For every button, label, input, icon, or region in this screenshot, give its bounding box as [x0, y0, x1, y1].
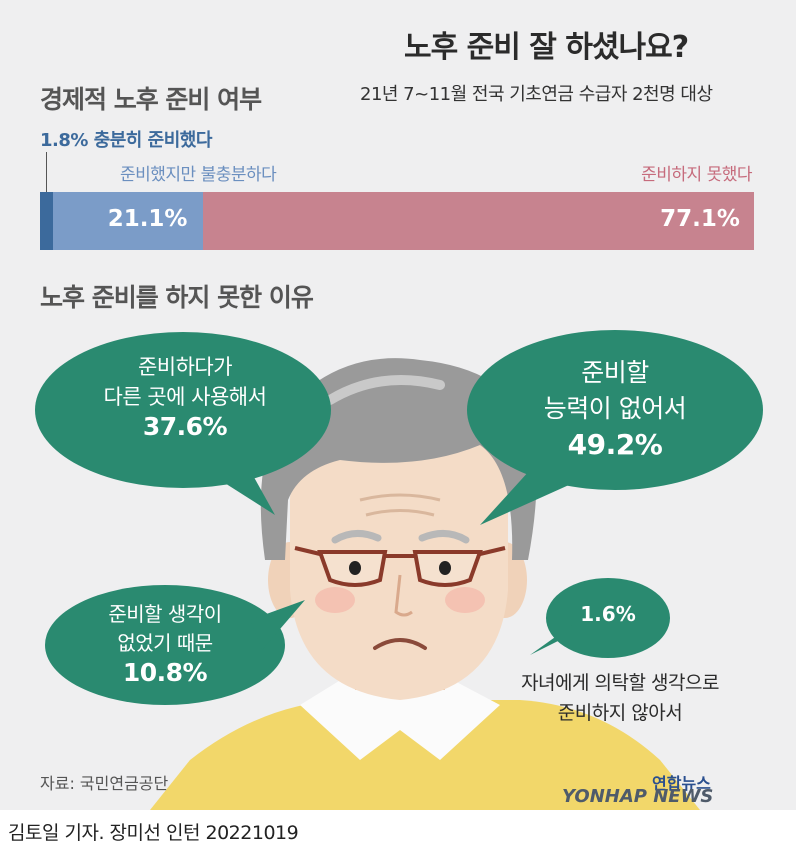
source-note: 자료: 국민연금공단: [40, 774, 169, 793]
right-cheek: [445, 587, 485, 613]
bubble-line: 다른 곳에 사용해서: [103, 385, 267, 409]
label-rely-children: 자녀에게 의탁할 생각으로 준비하지 않아서: [470, 668, 770, 728]
bar-segment-sufficient: [40, 192, 53, 250]
bubble-text-no-thought: 준비할 생각이 없었기 때문 10.8%: [60, 600, 270, 689]
bubble-line: 없었기 때문: [117, 631, 213, 655]
section2-title: 노후 준비를 하지 못한 이유: [40, 283, 314, 312]
bubble-no-ability: [467, 330, 763, 525]
left-cheek: [315, 587, 355, 613]
page-title: 노후 준비 잘 하셨나요?: [404, 30, 689, 65]
label-line: 준비하지 않아서: [557, 702, 683, 724]
label-insufficient: 준비했지만 불충분하다: [120, 165, 277, 185]
bubble-used-elsewhere: [35, 332, 331, 515]
bubble-no-thought: [45, 585, 305, 705]
bubble-line: 능력이 없어서: [543, 394, 687, 423]
subtitle: 21년 7~11월 전국 기초연금 수급자 2천명 대상: [360, 84, 713, 105]
sweater: [150, 700, 700, 810]
bubble-text-used-elsewhere: 준비하다가 다른 곳에 사용해서 37.6%: [70, 352, 300, 443]
infographic: 노후 준비 잘 하셨나요? 21년 7~11월 전국 기초연금 수급자 2천명 …: [0, 0, 796, 810]
hair-highlight: [325, 375, 445, 405]
leader-line: [46, 152, 47, 192]
bar-segment-not-prepared: 77.1%: [203, 192, 754, 250]
bubble-line: 준비할: [581, 358, 649, 387]
value-insufficient: 21.1%: [107, 206, 188, 232]
label-line: 자녀에게 의탁할 생각으로: [521, 672, 719, 694]
bubble-value: 10.8%: [122, 658, 208, 687]
bubble-value: 49.2%: [567, 428, 663, 461]
bar-segment-insufficient: 21.1%: [52, 192, 204, 250]
credit-line: 김토일 기자. 장미선 인턴 20221019: [8, 822, 299, 844]
bubble-value: 37.6%: [142, 412, 228, 441]
mouth: [373, 638, 427, 650]
forehead-wrinkle: [359, 493, 441, 502]
left-eye: [349, 561, 361, 575]
right-eye: [439, 561, 451, 575]
bubble-line: 준비하다가: [137, 355, 233, 379]
forehead-wrinkle-2: [365, 509, 435, 517]
value-not-prepared: 77.1%: [660, 206, 740, 232]
yonhap-logo-en: YONHAP NEWS: [562, 786, 714, 807]
yonhap-logo-kr: 연합뉴스: [652, 774, 711, 793]
nose: [394, 574, 413, 617]
illustration: [35, 330, 763, 810]
shirt-collar: [300, 668, 500, 760]
bubble-value-rely-children: 1.6%: [580, 602, 636, 626]
label-sufficient: 1.8% 충분히 준비했다: [40, 130, 212, 151]
section1-title: 경제적 노후 준비 여부: [40, 85, 262, 114]
label-not-prepared: 준비하지 못했다: [641, 165, 752, 185]
bubble-line: 준비할 생각이: [108, 602, 222, 626]
bubble-text-no-ability: 준비할 능력이 없어서 49.2%: [488, 355, 742, 464]
stacked-bar: 21.1% 77.1%: [40, 192, 754, 250]
left-eyebrow: [331, 530, 382, 544]
bubble-rely-children: [530, 578, 670, 658]
right-eyebrow: [418, 530, 470, 544]
